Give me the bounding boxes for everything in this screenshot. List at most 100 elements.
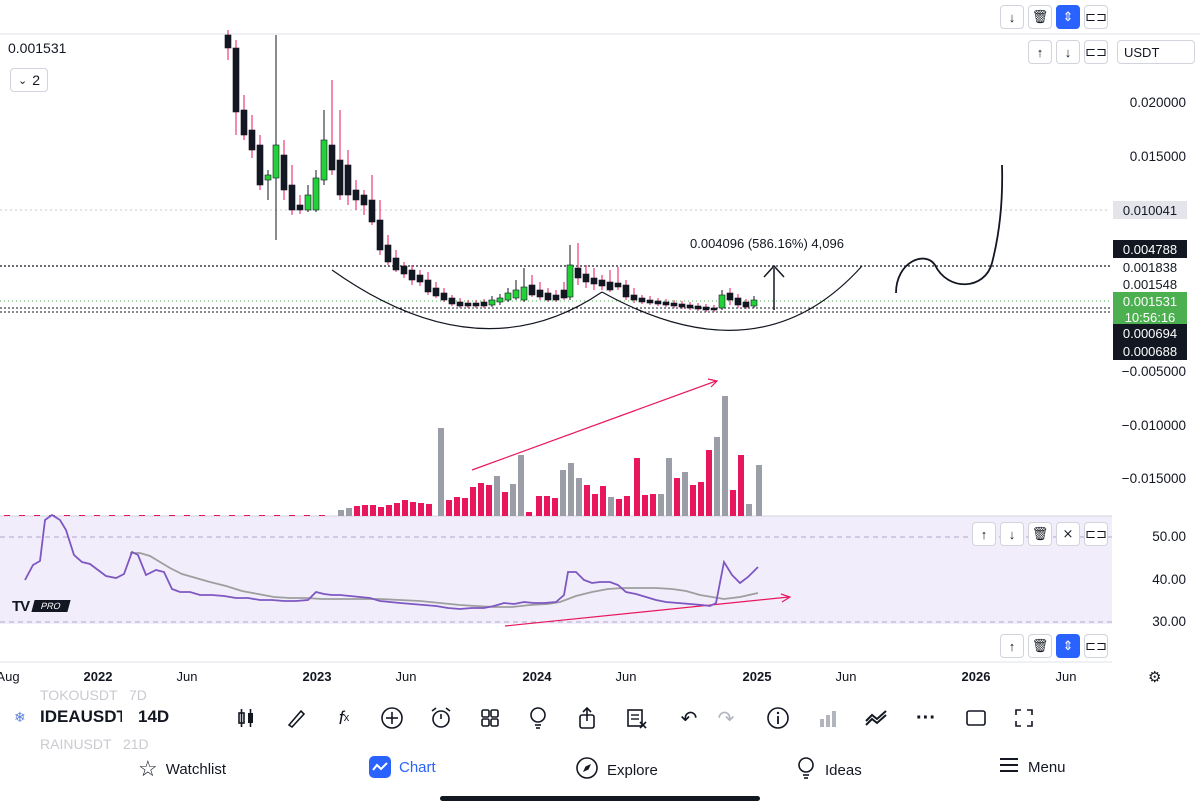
pane-options-button[interactable]: ⊏⊐: [1084, 40, 1108, 64]
rsi-delete-button[interactable]: 🗑: [1028, 522, 1052, 546]
pane-delete-button[interactable]: 🗑: [1028, 634, 1052, 658]
volume-bar: [426, 504, 432, 516]
bulb-icon[interactable]: [524, 704, 552, 732]
nav-chart[interactable]: Chart: [369, 756, 436, 778]
volume-bar: [544, 496, 550, 516]
rsi-collapse-button[interactable]: ⨯: [1056, 522, 1080, 546]
pane-maximize-button[interactable]: ⇕: [1056, 634, 1080, 658]
volume-bar: [184, 515, 190, 516]
move-up-button[interactable]: ↑: [1028, 40, 1052, 64]
expand-vertical-icon: ⇕: [1062, 638, 1074, 653]
candle-body: [472, 302, 480, 307]
expand-vertical-icon: ⇕: [1062, 9, 1074, 24]
nav-explore[interactable]: Explore: [575, 756, 658, 784]
time-label: Jun: [615, 669, 637, 684]
volume-bar: [418, 503, 424, 516]
volume-bar: [454, 497, 460, 516]
nav-watchlist[interactable]: ☆ Watchlist: [138, 756, 226, 782]
candle-body: [630, 294, 638, 301]
nav-menu[interactable]: Menu: [998, 756, 1066, 778]
price-badge-level-high: 0.004788: [1113, 240, 1187, 258]
volume-bar: [319, 515, 325, 516]
candle-body: [288, 184, 296, 211]
price-badge-low-1: 0.000694: [1113, 324, 1187, 342]
candle-body: [496, 297, 504, 303]
rsi-move-up-button[interactable]: ↑: [972, 522, 996, 546]
rsi-move-down-button[interactable]: ↓: [1000, 522, 1024, 546]
volume-bar: [502, 492, 508, 516]
redo-icon[interactable]: ↷: [717, 707, 735, 730]
volume-bar: [690, 485, 696, 516]
settings-gear-icon[interactable]: ⚙: [1148, 669, 1162, 686]
pane-up-button[interactable]: ↑: [1000, 634, 1024, 658]
more-pane-button[interactable]: ⊏⊐: [1084, 5, 1108, 29]
volume-bar: [4, 515, 10, 516]
candle-body: [352, 189, 360, 201]
arrow-up-icon: ↑: [980, 526, 988, 542]
volume-bar: [584, 485, 590, 516]
volume-bar: [410, 502, 416, 516]
candle-body: [552, 294, 560, 301]
layout-grid-icon[interactable]: [476, 704, 504, 732]
share-icon[interactable]: [573, 704, 601, 732]
drawing-projection-path: [895, 164, 1004, 294]
volume-bar: [722, 396, 728, 516]
price-badge-countdown: 10:56:16: [1113, 308, 1187, 326]
symbol-name[interactable]: IDEAUSDT: [40, 707, 122, 726]
compare-icon[interactable]: [862, 704, 890, 732]
pane-more-button[interactable]: ⊏⊐: [1084, 634, 1108, 658]
candle-body: [670, 302, 678, 307]
volume-bar: [536, 496, 542, 516]
trash-icon: 🗑: [1031, 638, 1049, 653]
candle-body: [392, 257, 400, 271]
symbol-logo-icon: ❄: [14, 709, 26, 725]
candle-body: [224, 34, 232, 49]
pane-options-icon: ⊏⊐: [1085, 638, 1107, 653]
candle-body: [638, 297, 646, 303]
volume-bar: [139, 515, 145, 516]
brush-icon[interactable]: [282, 704, 310, 732]
watchlist-ghost-prev: TOKOUSDT 7D: [40, 687, 147, 703]
volume-bar: [682, 472, 688, 516]
nav-watchlist-label: Watchlist: [165, 760, 227, 778]
candle-body: [464, 302, 472, 307]
time-label: Jun: [1055, 669, 1077, 684]
maximize-pane-button[interactable]: ⇕: [1056, 5, 1080, 29]
collapse-indicators-button[interactable]: ⌄ 2: [10, 68, 48, 92]
currency-select[interactable]: USDT: [1117, 40, 1195, 64]
nav-ideas[interactable]: Ideas: [795, 756, 862, 784]
layout-count: 2: [32, 72, 40, 88]
price-badge-level-a: 0.001838: [1122, 259, 1178, 275]
candle-body: [480, 301, 488, 307]
volume-bar: [109, 515, 115, 516]
notes-icon[interactable]: [622, 704, 650, 732]
bars-icon[interactable]: [814, 704, 842, 732]
rsi-options-button[interactable]: ⊏⊐: [1084, 522, 1108, 546]
fullscreen-icon[interactable]: [1010, 704, 1038, 732]
volume-bar: [560, 470, 566, 516]
drawing-arc-left: [331, 269, 603, 330]
volume-bar: [244, 515, 250, 516]
candle-body: [272, 144, 280, 179]
delete-pane-button[interactable]: 🗑: [1028, 5, 1052, 29]
add-icon[interactable]: [378, 704, 406, 732]
price-label: 0.015000: [1129, 149, 1186, 164]
volume-bar: [592, 494, 598, 516]
price-label: 0.020000: [1129, 95, 1186, 110]
candle-body: [646, 299, 654, 304]
measure-label: 0.004096 (586.16%) 4,096: [690, 236, 844, 251]
move-down-button-2[interactable]: ↓: [1056, 40, 1080, 64]
more-icon[interactable]: ···: [916, 706, 936, 729]
alarm-icon[interactable]: [427, 704, 455, 732]
candle-body: [520, 286, 528, 301]
info-icon[interactable]: [764, 704, 792, 732]
square-icon[interactable]: [962, 704, 990, 732]
move-down-button[interactable]: ↓: [1000, 5, 1024, 29]
candles-icon[interactable]: [232, 704, 260, 732]
arrow-down-icon: ↓: [1008, 526, 1016, 542]
interval-button[interactable]: 14D: [138, 707, 170, 726]
undo-icon[interactable]: ↶: [680, 707, 698, 730]
candle-body: [408, 269, 416, 281]
